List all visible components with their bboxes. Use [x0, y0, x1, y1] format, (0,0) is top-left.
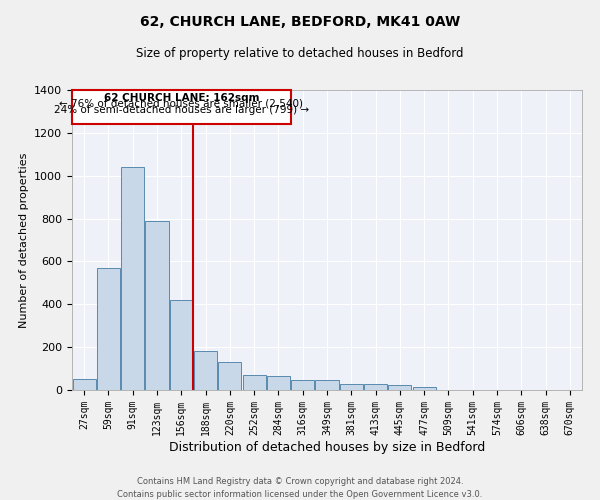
Bar — [97, 268, 120, 390]
Bar — [364, 384, 387, 390]
Text: 62 CHURCH LANE: 162sqm: 62 CHURCH LANE: 162sqm — [104, 92, 259, 102]
Bar — [145, 220, 169, 390]
Text: ← 76% of detached houses are smaller (2,540): ← 76% of detached houses are smaller (2,… — [59, 98, 303, 108]
Text: 24% of semi-detached houses are larger (799) →: 24% of semi-detached houses are larger (… — [54, 104, 309, 115]
Bar — [291, 380, 314, 390]
Bar — [316, 380, 338, 390]
Bar — [267, 376, 290, 390]
Text: 62, CHURCH LANE, BEDFORD, MK41 0AW: 62, CHURCH LANE, BEDFORD, MK41 0AW — [140, 15, 460, 29]
Bar — [121, 167, 144, 390]
Bar — [340, 384, 363, 390]
Bar — [73, 380, 95, 390]
Y-axis label: Number of detached properties: Number of detached properties — [19, 152, 29, 328]
Bar — [242, 375, 266, 390]
Bar — [194, 352, 217, 390]
Bar — [170, 300, 193, 390]
Text: Size of property relative to detached houses in Bedford: Size of property relative to detached ho… — [136, 48, 464, 60]
Bar — [218, 362, 241, 390]
Text: Contains public sector information licensed under the Open Government Licence v3: Contains public sector information licen… — [118, 490, 482, 499]
Bar — [413, 387, 436, 390]
Bar — [388, 386, 412, 390]
X-axis label: Distribution of detached houses by size in Bedford: Distribution of detached houses by size … — [169, 440, 485, 454]
FancyBboxPatch shape — [72, 90, 290, 124]
Text: Contains HM Land Registry data © Crown copyright and database right 2024.: Contains HM Land Registry data © Crown c… — [137, 478, 463, 486]
